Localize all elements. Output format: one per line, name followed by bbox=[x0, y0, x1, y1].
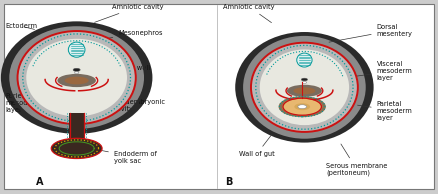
Ellipse shape bbox=[9, 25, 145, 130]
Ellipse shape bbox=[243, 36, 366, 139]
Circle shape bbox=[294, 103, 310, 110]
Circle shape bbox=[301, 78, 307, 81]
Circle shape bbox=[279, 96, 326, 117]
Ellipse shape bbox=[57, 74, 96, 87]
Ellipse shape bbox=[1, 21, 152, 134]
Ellipse shape bbox=[268, 53, 354, 110]
Ellipse shape bbox=[36, 43, 131, 100]
Ellipse shape bbox=[51, 138, 102, 158]
Ellipse shape bbox=[18, 31, 136, 124]
Text: Body wall: Body wall bbox=[90, 65, 150, 74]
FancyBboxPatch shape bbox=[4, 4, 434, 189]
Circle shape bbox=[73, 68, 80, 71]
Circle shape bbox=[74, 72, 79, 74]
Ellipse shape bbox=[287, 85, 322, 97]
Text: Wall of gut: Wall of gut bbox=[239, 134, 275, 157]
Text: Ectoderm: Ectoderm bbox=[5, 23, 37, 29]
Text: Amniotic cavity: Amniotic cavity bbox=[223, 4, 275, 23]
Circle shape bbox=[284, 99, 321, 115]
Ellipse shape bbox=[235, 32, 374, 143]
Circle shape bbox=[298, 105, 307, 109]
Circle shape bbox=[302, 81, 307, 83]
Text: Endoderm of
yolk sac: Endoderm of yolk sac bbox=[84, 147, 157, 164]
Text: Dorsal
mesentery: Dorsal mesentery bbox=[329, 23, 413, 42]
Text: Mesonephros: Mesonephros bbox=[84, 30, 163, 42]
Text: Serous membrane
(peritoneum): Serous membrane (peritoneum) bbox=[326, 144, 388, 177]
Ellipse shape bbox=[64, 77, 88, 84]
Text: Visceral
mesoderm
layer: Visceral mesoderm layer bbox=[349, 61, 413, 81]
Ellipse shape bbox=[260, 49, 349, 125]
Ellipse shape bbox=[26, 39, 127, 116]
Text: A: A bbox=[36, 177, 43, 187]
Text: B: B bbox=[226, 177, 233, 187]
Text: Parietal
mesoderm
layer: Parietal mesoderm layer bbox=[357, 100, 413, 121]
Ellipse shape bbox=[293, 87, 315, 94]
Polygon shape bbox=[69, 113, 85, 138]
Text: Intraembryonic
cavity: Intraembryonic cavity bbox=[84, 99, 165, 112]
Circle shape bbox=[282, 98, 322, 116]
Ellipse shape bbox=[68, 42, 85, 57]
Ellipse shape bbox=[297, 53, 312, 67]
Text: Parietal
mesoderm
layer: Parietal mesoderm layer bbox=[5, 87, 41, 113]
Text: Amniotic cavity: Amniotic cavity bbox=[95, 4, 163, 22]
Ellipse shape bbox=[251, 43, 358, 132]
